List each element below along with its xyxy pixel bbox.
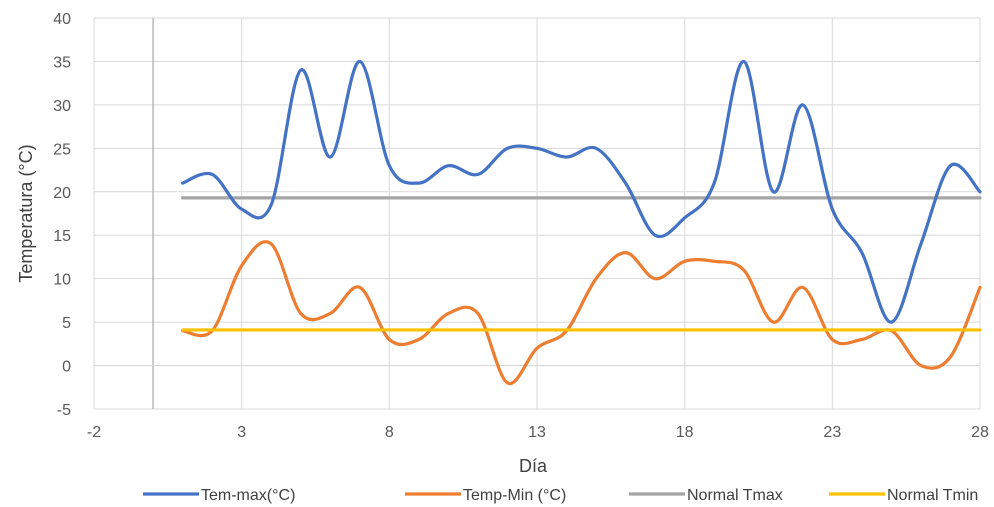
x-tick-label: 28 bbox=[971, 424, 989, 441]
y-tick-label: 10 bbox=[53, 272, 71, 289]
y-tick-label: 15 bbox=[53, 228, 71, 245]
x-tick-label: 23 bbox=[823, 424, 841, 441]
x-tick-label: 8 bbox=[385, 424, 394, 441]
x-tick-label: 13 bbox=[528, 424, 546, 441]
x-tick-label: -2 bbox=[87, 424, 101, 441]
y-tick-label: 0 bbox=[62, 359, 71, 376]
legend-label: Temp-Min (°C) bbox=[463, 487, 566, 504]
y-axis-title: Temperatura (°C) bbox=[16, 144, 36, 282]
y-tick-label: 35 bbox=[53, 54, 71, 71]
y-tick-label: 40 bbox=[53, 11, 71, 28]
x-tick-label: 3 bbox=[237, 424, 246, 441]
x-axis-title: Día bbox=[519, 456, 548, 476]
y-tick-label: 20 bbox=[53, 185, 71, 202]
legend-label: Normal Tmin bbox=[887, 487, 978, 504]
y-tick-label: 30 bbox=[53, 98, 71, 115]
y-tick-label: 5 bbox=[62, 315, 71, 332]
y-tick-label: -5 bbox=[57, 402, 71, 419]
y-tick-label: 25 bbox=[53, 141, 71, 158]
x-tick-label: 18 bbox=[676, 424, 694, 441]
legend-label: Tem-max(°C) bbox=[201, 487, 295, 504]
legend-label: Normal Tmax bbox=[687, 487, 783, 504]
